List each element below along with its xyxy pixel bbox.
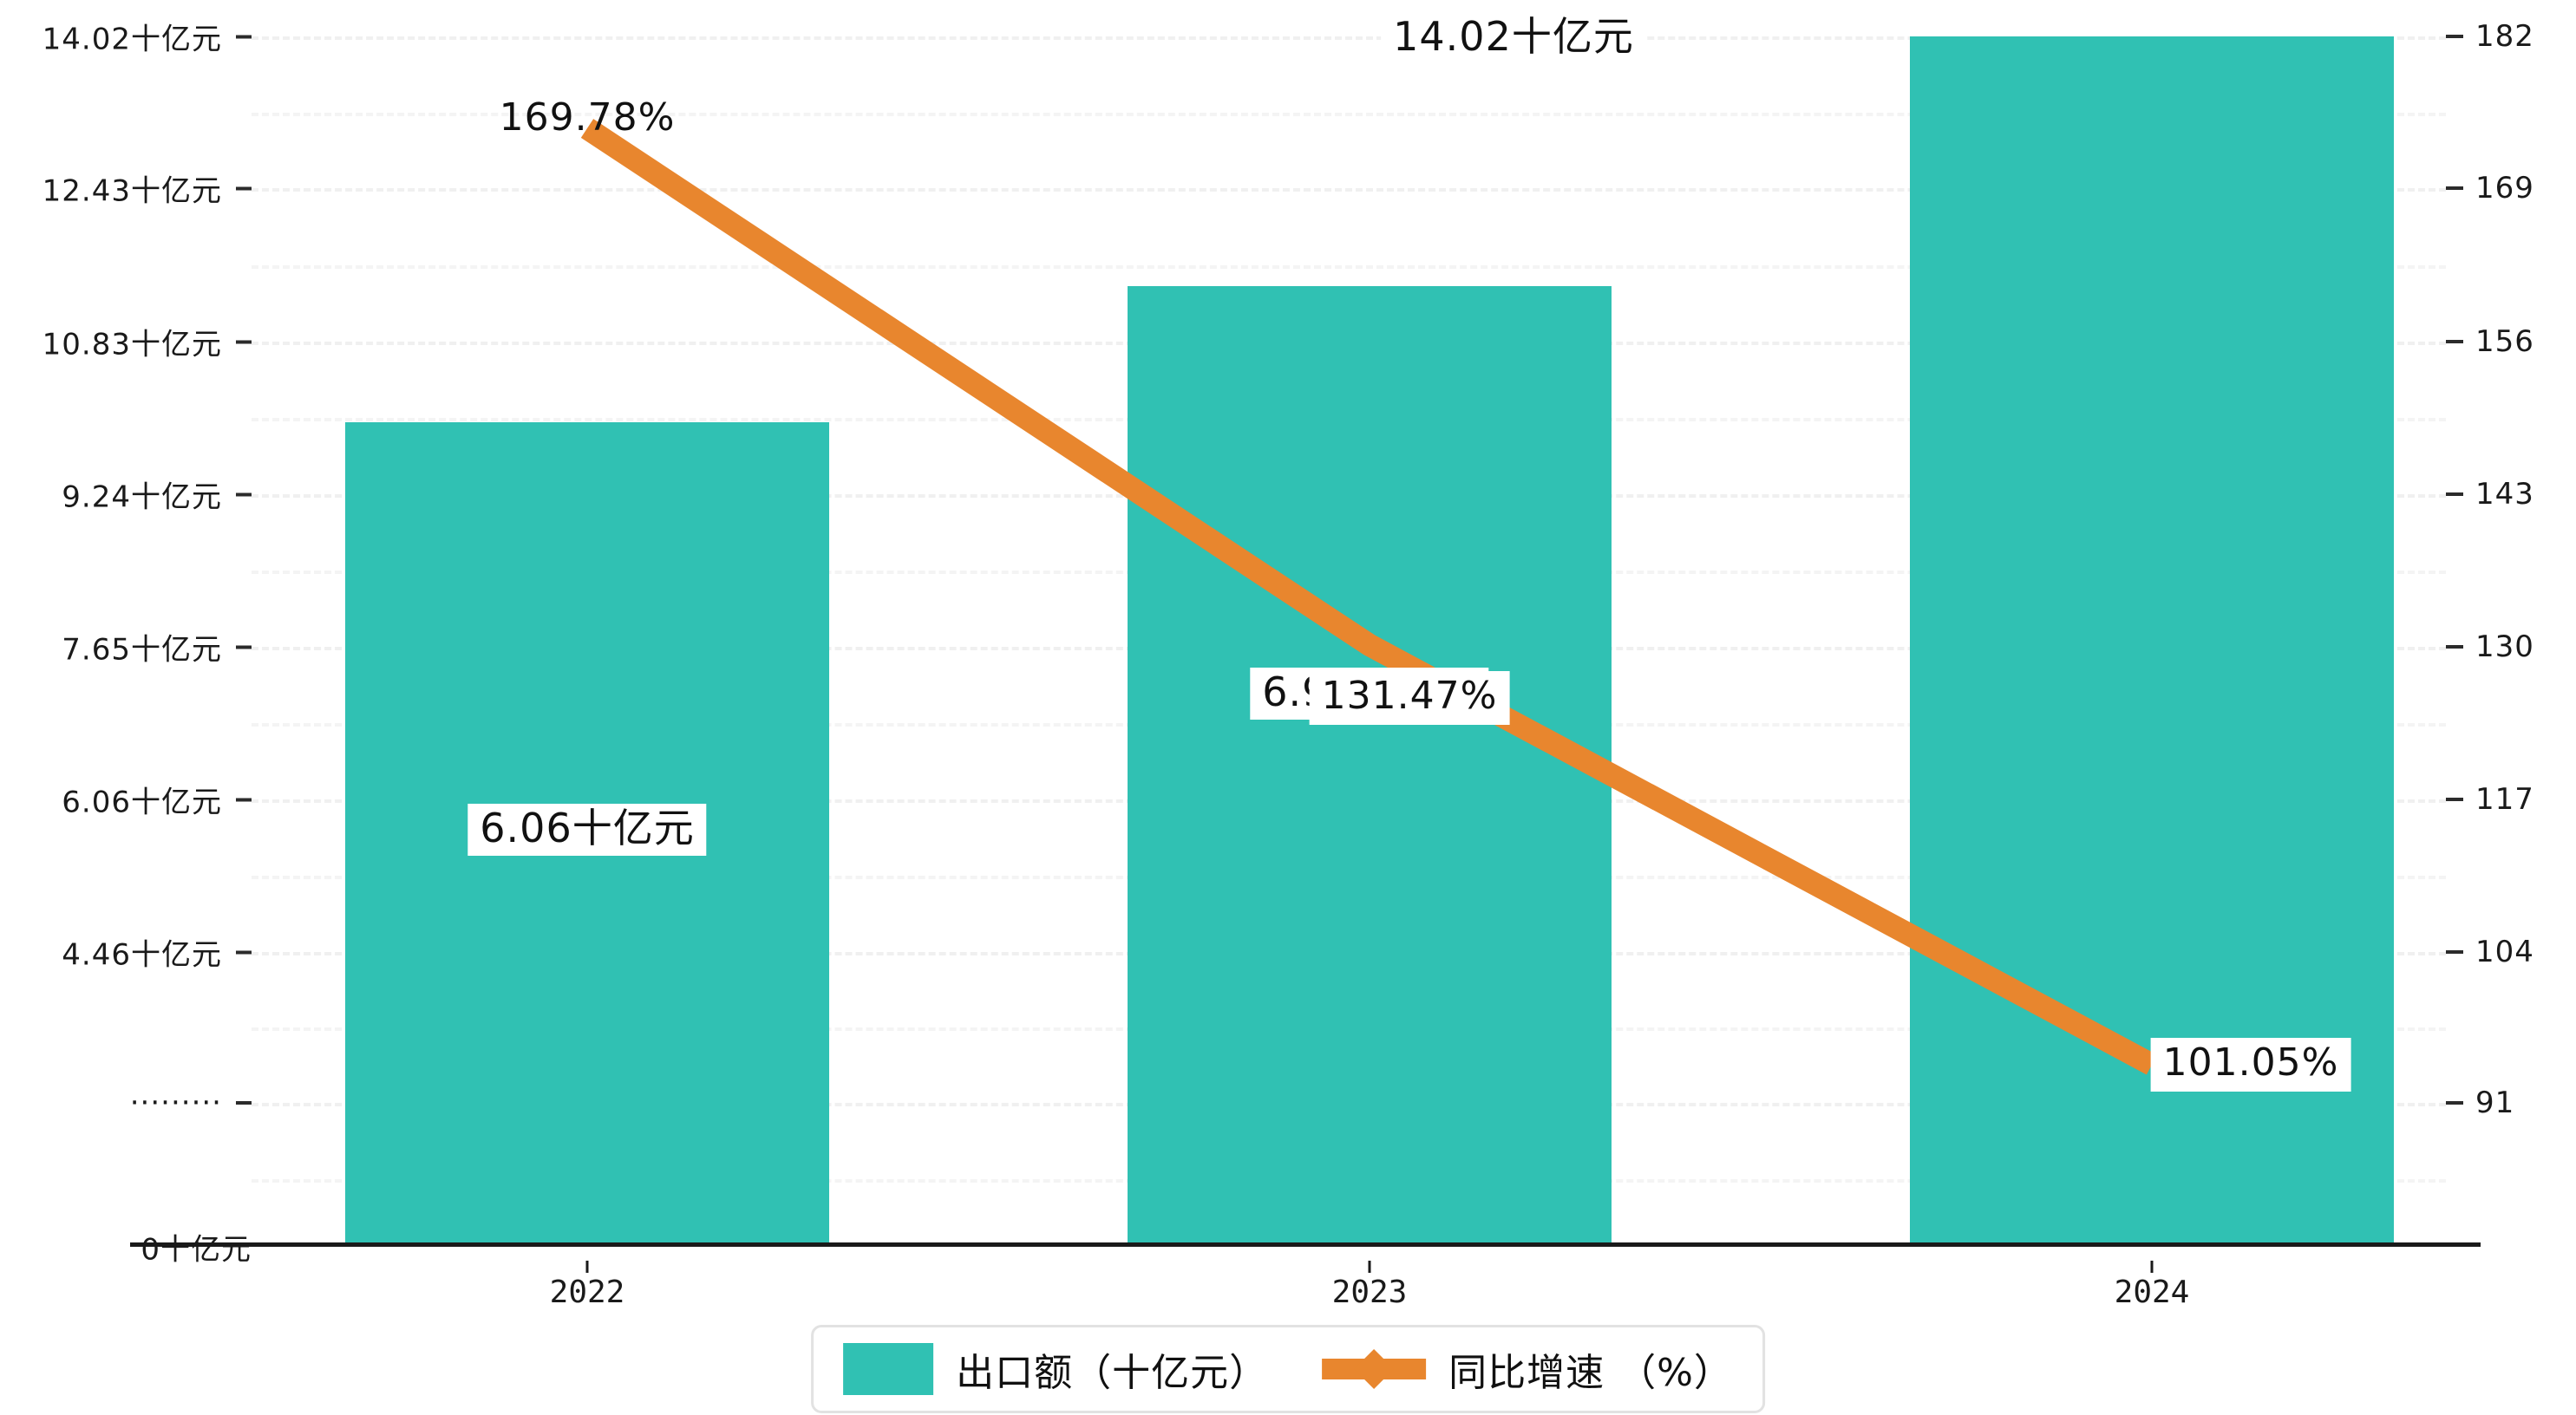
x-axis-tick-mark	[2150, 1261, 2154, 1273]
tick-dash	[236, 950, 252, 954]
plot-area: 6.06十亿元 6.99十亿元 14.02十亿元 169.78% 131.47%…	[130, 12, 2481, 1247]
gridline-minor	[252, 265, 2446, 269]
tick-dash	[236, 35, 252, 38]
gridline-minor	[252, 113, 2446, 116]
legend-label-export-value: 出口额（十亿元）	[956, 1351, 1269, 1395]
line-value-label-2022: 169.78%	[499, 95, 676, 140]
y-axis-left-tick: 9.24十亿元	[62, 473, 252, 516]
tick-dash	[236, 798, 252, 801]
x-axis-tick-2023: 2023	[1331, 1275, 1408, 1310]
y-axis-left-tick: 7.65十亿元	[62, 626, 252, 668]
y-axis-right-tick-label: 117	[2475, 782, 2534, 817]
y-axis-left-tick: 10.83十亿元	[42, 321, 252, 363]
y-axis-right-tick: 130	[2446, 629, 2534, 664]
y-axis-left-tick-label: 6.06十亿元	[62, 785, 222, 820]
legend-bar-swatch-icon	[843, 1343, 934, 1395]
tick-dash	[2446, 492, 2463, 496]
legend-label-growth-rate: 同比增速 （%）	[1448, 1351, 1733, 1395]
line-value-label-2023: 131.47%	[1309, 671, 1510, 726]
x-axis-tick-mark	[585, 1261, 589, 1273]
y-axis-right: 182 169 156 143 130 117 104 91	[2446, 19, 2576, 1247]
y-axis-right-tick-label: 143	[2475, 477, 2534, 512]
x-axis-labels: 2022 2023 2024	[252, 1261, 2446, 1327]
y-axis-left-tick: 14.02十亿元	[42, 16, 252, 58]
x-axis-tick-2024: 2024	[2114, 1275, 2190, 1310]
legend-diamond-marker-icon	[1354, 1349, 1395, 1389]
tick-dash	[236, 492, 252, 496]
gridline	[252, 36, 2446, 40]
bar-value-label-2024: 14.02十亿元	[1381, 12, 1646, 65]
y-axis-right-tick-label: 130	[2475, 629, 2534, 664]
gridline	[252, 188, 2446, 192]
y-axis-left-tick-label: 4.46十亿元	[62, 937, 222, 973]
x-axis-tick-2022: 2022	[549, 1275, 625, 1310]
growth-rate-line	[580, 119, 2158, 1075]
y-axis-right-tick: 182	[2446, 19, 2534, 54]
line-value-label-2024: 101.05%	[2150, 1038, 2351, 1092]
y-axis-left-tick-label: 14.02十亿元	[42, 22, 222, 57]
y-axis-left-tick: 0十亿元	[141, 1226, 252, 1268]
tick-dash	[236, 1101, 252, 1105]
y-axis-left-tick: 12.43十亿元	[42, 167, 252, 210]
y-axis-right-tick-label: 91	[2475, 1086, 2515, 1120]
tick-dash	[2446, 1101, 2463, 1105]
y-axis-left-tick-label: 10.83十亿元	[42, 327, 222, 362]
x-axis-tick-mark	[1368, 1261, 1371, 1273]
y-axis-right-tick-label: 182	[2475, 19, 2534, 54]
legend: 出口额（十亿元） 同比增速 （%）	[811, 1325, 1765, 1413]
y-axis-left-tick-label: 9.24十亿元	[62, 479, 222, 515]
y-axis-right-tick: 117	[2446, 782, 2534, 817]
y-axis-right-tick: 156	[2446, 324, 2534, 359]
tick-dash	[236, 340, 252, 343]
bar-value-label-2022: 6.06十亿元	[467, 804, 707, 857]
tick-dash	[236, 645, 252, 649]
y-axis-left-tick: 4.46十亿元	[62, 931, 252, 974]
y-axis-right-tick: 143	[2446, 477, 2534, 512]
y-axis-left-tick-truncated: ·········	[130, 1086, 252, 1120]
tick-dash	[2446, 35, 2463, 38]
y-axis-right-tick-label: 156	[2475, 324, 2534, 359]
y-axis-right-tick: 91	[2446, 1086, 2514, 1120]
y-axis-left-tick-label: ·········	[129, 1086, 222, 1120]
y-axis-left-tick-label: 0十亿元	[141, 1232, 252, 1268]
y-axis-left-tick-label: 12.43十亿元	[42, 173, 222, 209]
y-axis-right-tick: 104	[2446, 935, 2534, 969]
tick-dash	[2446, 798, 2463, 801]
y-axis-right-tick: 169	[2446, 171, 2534, 205]
tick-dash	[2446, 186, 2463, 190]
legend-line-swatch-icon	[1322, 1343, 1427, 1395]
bar-2023[interactable]	[1128, 286, 1612, 1247]
tick-dash	[2446, 340, 2463, 343]
y-axis-left-tick-label: 7.65十亿元	[62, 632, 222, 668]
y-axis-left-tick: 6.06十亿元	[62, 779, 252, 821]
legend-item-export-value[interactable]: 出口额（十亿元）	[843, 1341, 1268, 1397]
tick-dash	[2446, 645, 2463, 649]
legend-item-growth-rate[interactable]: 同比增速 （%）	[1322, 1341, 1733, 1397]
tick-dash	[236, 186, 252, 190]
line-path	[580, 119, 2158, 1075]
x-axis-line	[130, 1242, 2481, 1247]
tick-dash	[2446, 950, 2463, 954]
y-axis-right-tick-label: 104	[2475, 935, 2534, 969]
y-axis-left: 14.02十亿元 12.43十亿元 10.83十亿元 9.24十亿元 7.65十…	[0, 16, 252, 1268]
y-axis-right-tick-label: 169	[2475, 171, 2534, 205]
